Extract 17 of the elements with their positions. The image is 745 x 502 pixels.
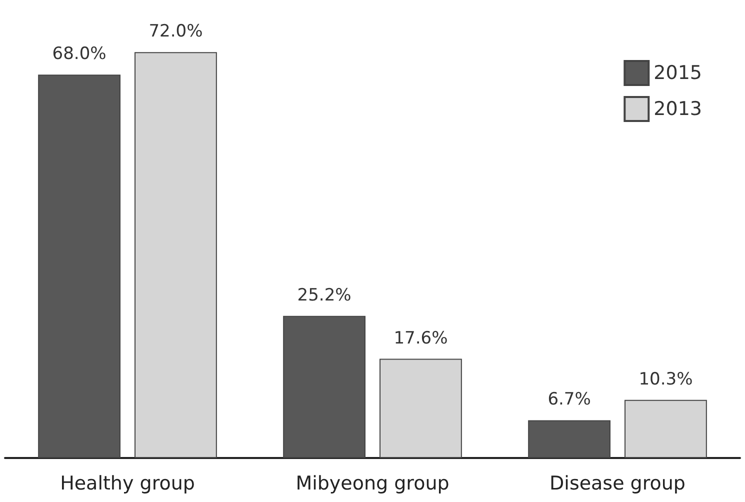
bar (38, 74, 120, 458)
data-label: 68.0% (52, 44, 106, 64)
bar (624, 400, 707, 458)
bar (134, 52, 217, 458)
legend-label: 2015 (654, 62, 702, 84)
bar (380, 358, 462, 458)
bar (283, 316, 366, 458)
bar (528, 420, 610, 458)
data-label: 10.3% (638, 369, 693, 390)
data-label: 17.6% (394, 328, 448, 348)
data-label: 72.0% (148, 22, 203, 42)
legend-label: 2013 (654, 98, 702, 120)
x-tick-label: Healthy group (60, 472, 195, 494)
x-tick-label: Disease group (550, 472, 686, 494)
data-label: 25.2% (297, 285, 352, 306)
x-tick-label: Mibyeong group (296, 472, 450, 494)
data-label: 6.7% (548, 390, 591, 410)
